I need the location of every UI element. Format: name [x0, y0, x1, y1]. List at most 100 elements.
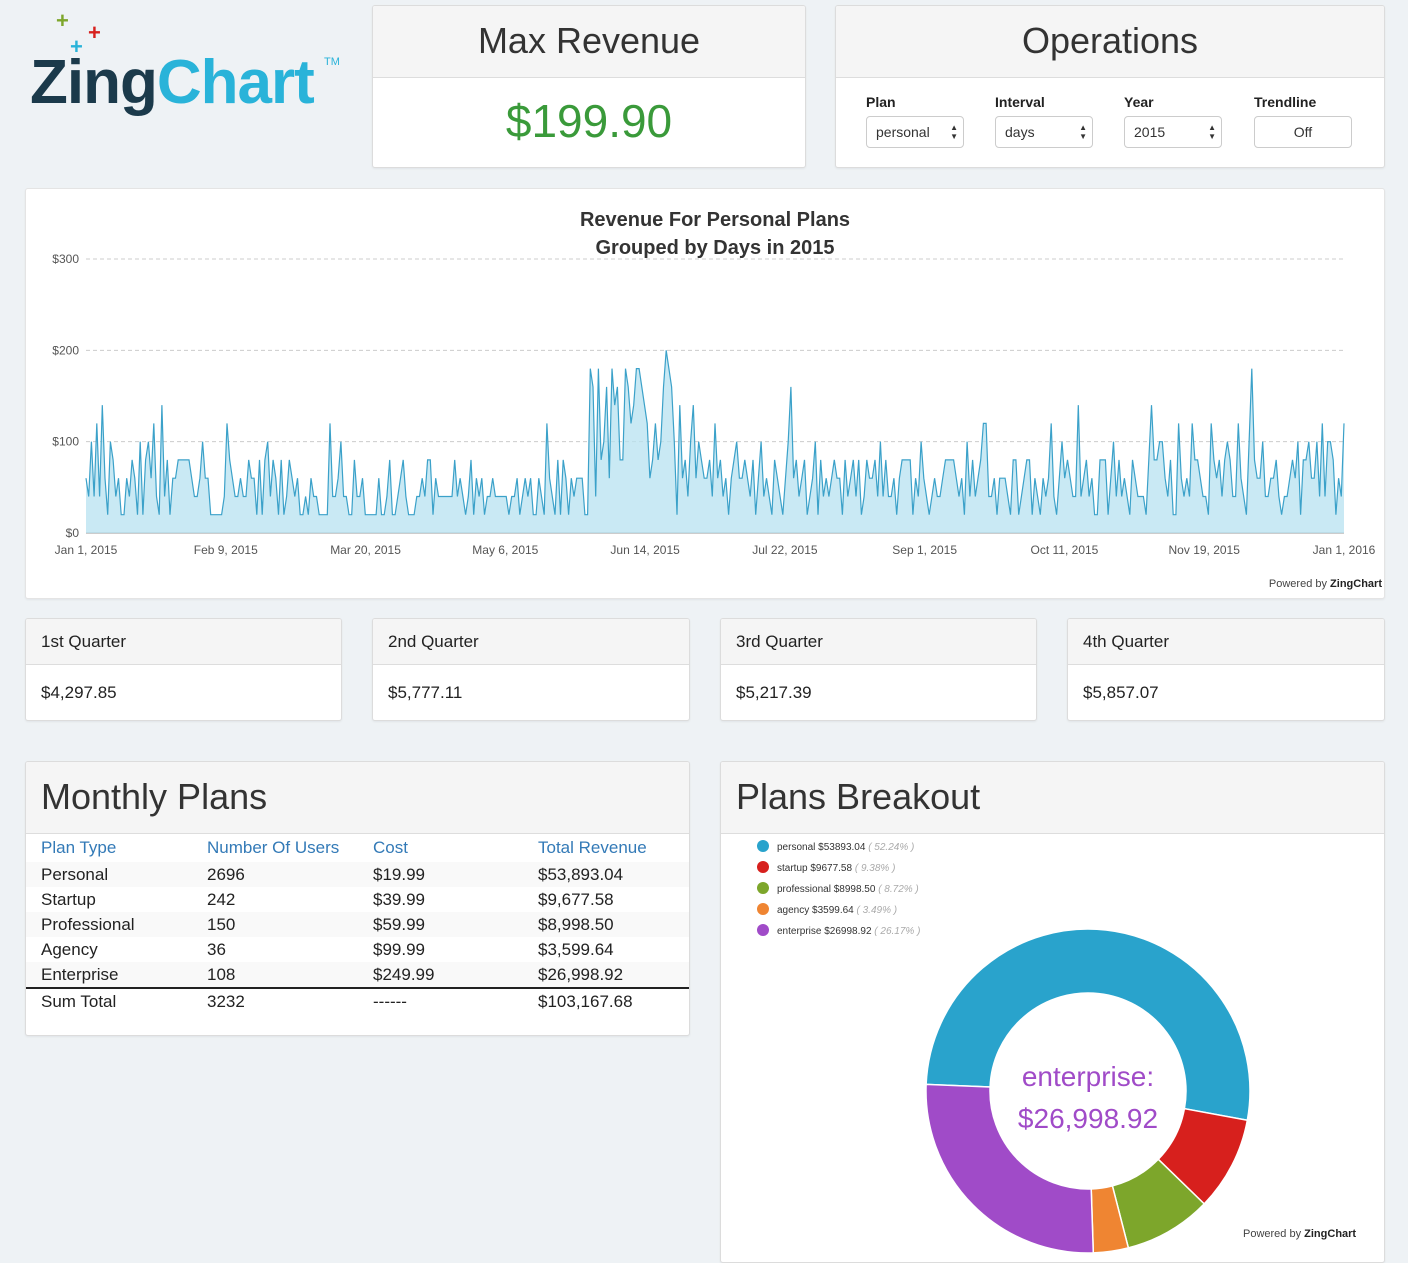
- plans-breakout-title: Plans Breakout: [721, 762, 1384, 834]
- year-control: Year 2015 ▲ ▼: [1124, 94, 1224, 148]
- select-arrows-icon: ▲ ▼: [950, 123, 958, 141]
- legend-item: personal $53893.04 ( 52.24% ): [777, 842, 914, 853]
- table-cell: Professional: [26, 912, 192, 937]
- table-row: Startup 242 $39.99 $9,677.58: [26, 887, 689, 912]
- legend-marker: [757, 924, 769, 936]
- quarter-card-2: 2nd Quarter $5,777.11: [372, 618, 690, 721]
- quarter-card-4: 4th Quarter $5,857.07: [1067, 618, 1385, 721]
- donut-slice-personal: [925, 928, 1251, 1122]
- x-tick-label: Jan 1, 2015: [55, 543, 118, 557]
- x-tick-label: Jun 14, 2015: [610, 543, 680, 557]
- sum-total-row: Sum Total 3232 ------ $103,167.68: [26, 987, 689, 1014]
- table-cell: $9,677.58: [538, 890, 614, 909]
- legend-item: agency $3599.64 ( 3.49% ): [777, 905, 897, 916]
- chart-title: Revenue For Personal Plans: [580, 209, 850, 231]
- legend-marker: [757, 861, 769, 873]
- plan-select[interactable]: personal ▲ ▼: [866, 116, 964, 148]
- zingchart-logo: + + + ZingChart TM: [26, 10, 356, 120]
- table-cell: $53,893.04: [523, 862, 689, 887]
- table-row: Professional 150 $59.99 $8,998.50: [26, 912, 689, 937]
- column-header[interactable]: Number Of Users: [207, 838, 340, 857]
- table-cell: Enterprise: [26, 962, 192, 988]
- column-header[interactable]: Cost: [373, 838, 408, 857]
- quarter-card-1: 1st Quarter $4,297.85: [25, 618, 342, 721]
- quarter-label: 2nd Quarter: [373, 619, 689, 665]
- max-revenue-title: Max Revenue: [373, 6, 805, 78]
- plan-label: Plan: [866, 94, 896, 110]
- x-tick-label: Nov 19, 2015: [1169, 543, 1241, 557]
- legend-marker: [757, 840, 769, 852]
- operations-title: Operations: [836, 6, 1384, 78]
- quarter-value: $5,857.07: [1083, 683, 1159, 702]
- monthly-plans-panel: Monthly Plans Plan Type Number Of Users …: [25, 761, 690, 1036]
- series-area: [86, 350, 1344, 533]
- donut-center-label: enterprise:: [1022, 1061, 1154, 1092]
- x-tick-label: Feb 9, 2015: [194, 543, 258, 557]
- powered-by[interactable]: Powered by ZingChart: [1243, 1228, 1357, 1240]
- quarter-label: 4th Quarter: [1068, 619, 1384, 665]
- quarter-value: $4,297.85: [41, 683, 117, 702]
- legend-marker: [757, 882, 769, 894]
- trendline-label: Trendline: [1254, 94, 1317, 110]
- year-label: Year: [1124, 94, 1154, 110]
- revenue-chart-panel: Revenue For Personal Plans Grouped by Day…: [25, 188, 1385, 599]
- year-select[interactable]: 2015 ▲ ▼: [1124, 116, 1222, 148]
- column-header[interactable]: Total Revenue: [538, 838, 647, 857]
- table-cell: $99.99: [373, 940, 425, 959]
- table-cell: $59.99: [358, 912, 523, 937]
- x-tick-label: Mar 20, 2015: [330, 543, 401, 557]
- select-arrows-icon: ▲ ▼: [1079, 123, 1087, 141]
- table-cell: $26,998.92: [523, 962, 689, 988]
- max-revenue-value: $199.90: [505, 95, 673, 147]
- table-cell: ------: [358, 987, 523, 1014]
- x-tick-label: Jan 1, 2016: [1313, 543, 1376, 557]
- quarter-label: 1st Quarter: [26, 619, 341, 665]
- legend-marker: [757, 903, 769, 915]
- plans-breakout-panel: Plans Breakout personal $53893.04 ( 52.2…: [720, 761, 1385, 1263]
- table-cell: 3232: [192, 987, 358, 1014]
- monthly-plans-table: Plan Type Number Of Users Cost Total Rev…: [26, 834, 689, 1014]
- series-line: [85, 350, 1345, 516]
- table-cell: 2696: [192, 862, 358, 887]
- legend-item: startup $9677.58 ( 9.38% ): [777, 863, 895, 874]
- table-cell: $103,167.68: [523, 987, 689, 1014]
- plus-icon: +: [88, 20, 101, 45]
- table-cell: $3,599.64: [538, 940, 614, 959]
- table-cell: 150: [192, 912, 358, 937]
- quarter-value: $5,217.39: [736, 683, 812, 702]
- table-cell: $8,998.50: [523, 912, 689, 937]
- x-tick-label: Jul 22, 2015: [752, 543, 818, 557]
- x-tick-label: Sep 1, 2015: [892, 543, 957, 557]
- table-row: Agency 36 $99.99 $3,599.64: [26, 937, 689, 962]
- table-row: Enterprise 108 $249.99 $26,998.92: [26, 962, 689, 988]
- trademark: TM: [324, 56, 340, 68]
- operations-panel: Operations Plan personal ▲ ▼ Interval days…: [835, 5, 1385, 168]
- y-tick-label: $200: [52, 343, 79, 357]
- table-cell: 108: [192, 962, 358, 988]
- trendline-toggle-button[interactable]: Off: [1254, 116, 1352, 148]
- table-cell: 242: [207, 890, 236, 909]
- interval-select[interactable]: days ▲ ▼: [995, 116, 1093, 148]
- quarter-label: 3rd Quarter: [721, 619, 1036, 665]
- donut-center-value: $26,998.92: [1018, 1103, 1158, 1134]
- table-cell: Startup: [41, 890, 96, 909]
- quarter-value: $5,777.11: [388, 683, 463, 702]
- table-cell: $249.99: [358, 962, 523, 988]
- interval-label: Interval: [995, 94, 1045, 110]
- donut-slice-enterprise: [925, 1083, 1095, 1254]
- y-tick-label: $300: [52, 252, 79, 266]
- y-tick-label: $0: [66, 526, 80, 540]
- x-tick-label: Oct 11, 2015: [1031, 543, 1099, 557]
- table-cell: $19.99: [358, 862, 523, 887]
- trendline-control: Trendline Off: [1254, 94, 1354, 148]
- column-header[interactable]: Plan Type: [41, 838, 117, 857]
- logo-wordmark: ZingChart: [30, 48, 315, 117]
- table-cell: 36: [207, 940, 226, 959]
- powered-by[interactable]: Powered by ZingChart: [1268, 578, 1382, 590]
- max-revenue-panel: Max Revenue $199.90: [372, 5, 806, 168]
- table-cell: Personal: [26, 862, 192, 887]
- quarter-card-3: 3rd Quarter $5,217.39: [720, 618, 1037, 721]
- table-cell: Sum Total: [26, 987, 192, 1014]
- legend-item: professional $8998.50 ( 8.72% ): [777, 884, 919, 895]
- chart-subtitle: Grouped by Days in 2015: [596, 237, 835, 259]
